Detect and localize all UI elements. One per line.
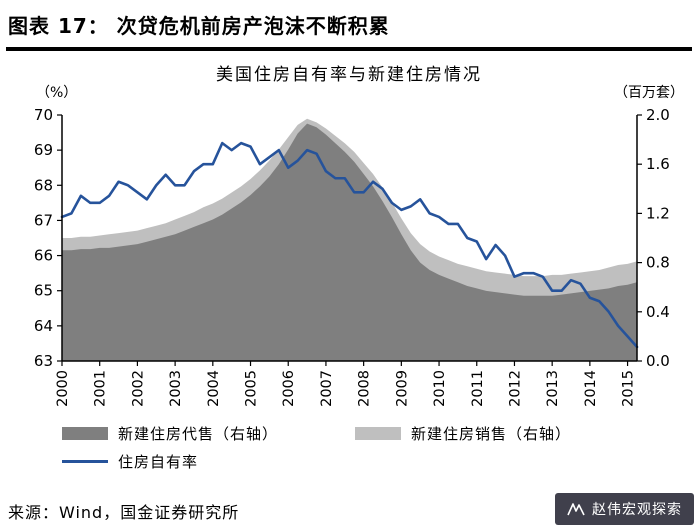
svg-text:2004: 2004 — [206, 370, 222, 407]
svg-text:70: 70 — [34, 106, 53, 124]
svg-text:1.6: 1.6 — [646, 155, 670, 173]
homeownership-rate-line-swatch — [62, 460, 108, 463]
svg-text:0.8: 0.8 — [646, 254, 670, 272]
legend-item-new-home-sales: 新建住房销售（右轴） — [355, 423, 648, 444]
svg-text:2005: 2005 — [244, 370, 260, 407]
svg-text:63: 63 — [34, 352, 53, 370]
svg-text:2001: 2001 — [93, 370, 109, 407]
legend-row-areas: 新建住房代售（右轴） 新建住房销售（右轴） — [62, 423, 648, 444]
legend: 新建住房代售（右轴） 新建住房销售（右轴） 住房自有率 — [62, 423, 648, 472]
svg-text:64: 64 — [34, 317, 53, 335]
svg-text:2013: 2013 — [545, 370, 561, 407]
svg-text:2012: 2012 — [507, 370, 523, 407]
legend-item-homeownership-rate: 住房自有率 — [62, 451, 355, 472]
svg-text:2007: 2007 — [319, 370, 335, 407]
svg-text:2011: 2011 — [470, 370, 486, 407]
new-homes-for-sale-swatch — [62, 427, 108, 440]
svg-text:2010: 2010 — [432, 370, 448, 407]
watermark-logo-icon — [567, 502, 585, 517]
svg-text:2008: 2008 — [357, 370, 373, 407]
new-home-sales-swatch — [355, 427, 401, 440]
svg-text:2000: 2000 — [55, 370, 71, 407]
source-note: 来源：Wind，国金证券研究所 — [8, 503, 240, 522]
chart-title: 美国住房自有率与新建住房情况 — [216, 65, 482, 85]
svg-text:2.0: 2.0 — [646, 106, 670, 124]
legend-label-new-homes-for-sale: 新建住房代售（右轴） — [118, 425, 279, 443]
chart-canvas: 70 69 68 67 66 65 64 63 2.0 1.6 1.2 0.8 0.4 0.0 2000 20… — [34, 106, 670, 407]
svg-text:68: 68 — [34, 176, 53, 194]
svg-text:1.2: 1.2 — [646, 204, 670, 222]
svg-text:2014: 2014 — [583, 370, 599, 407]
legend-item-new-homes-for-sale: 新建住房代售（右轴） — [62, 423, 355, 444]
svg-text:69: 69 — [34, 141, 53, 159]
svg-text:2006: 2006 — [281, 370, 297, 407]
left-axis-unit-label: （%） — [36, 85, 78, 101]
svg-text:2009: 2009 — [394, 370, 410, 407]
svg-text:2003: 2003 — [168, 370, 184, 407]
svg-text:0.4: 0.4 — [646, 303, 670, 321]
svg-text:66: 66 — [34, 247, 53, 265]
svg-text:2015: 2015 — [621, 370, 637, 407]
watermark-badge: 赵伟宏观探索 — [555, 493, 694, 525]
legend-label-homeownership-rate: 住房自有率 — [118, 453, 199, 471]
svg-text:67: 67 — [34, 211, 53, 229]
legend-label-new-home-sales: 新建住房销售（右轴） — [411, 425, 572, 443]
right-axis-unit-label: （百万套） — [614, 85, 684, 101]
svg-text:65: 65 — [34, 282, 53, 300]
svg-text:2002: 2002 — [130, 370, 146, 407]
watermark-text: 赵伟宏观探索 — [592, 502, 682, 518]
svg-text:0.0: 0.0 — [646, 352, 670, 370]
figure-header-title: 图表 17： 次贷危机前房产泡沫不断积累 — [6, 6, 692, 51]
legend-row-line: 住房自有率 — [62, 451, 648, 472]
